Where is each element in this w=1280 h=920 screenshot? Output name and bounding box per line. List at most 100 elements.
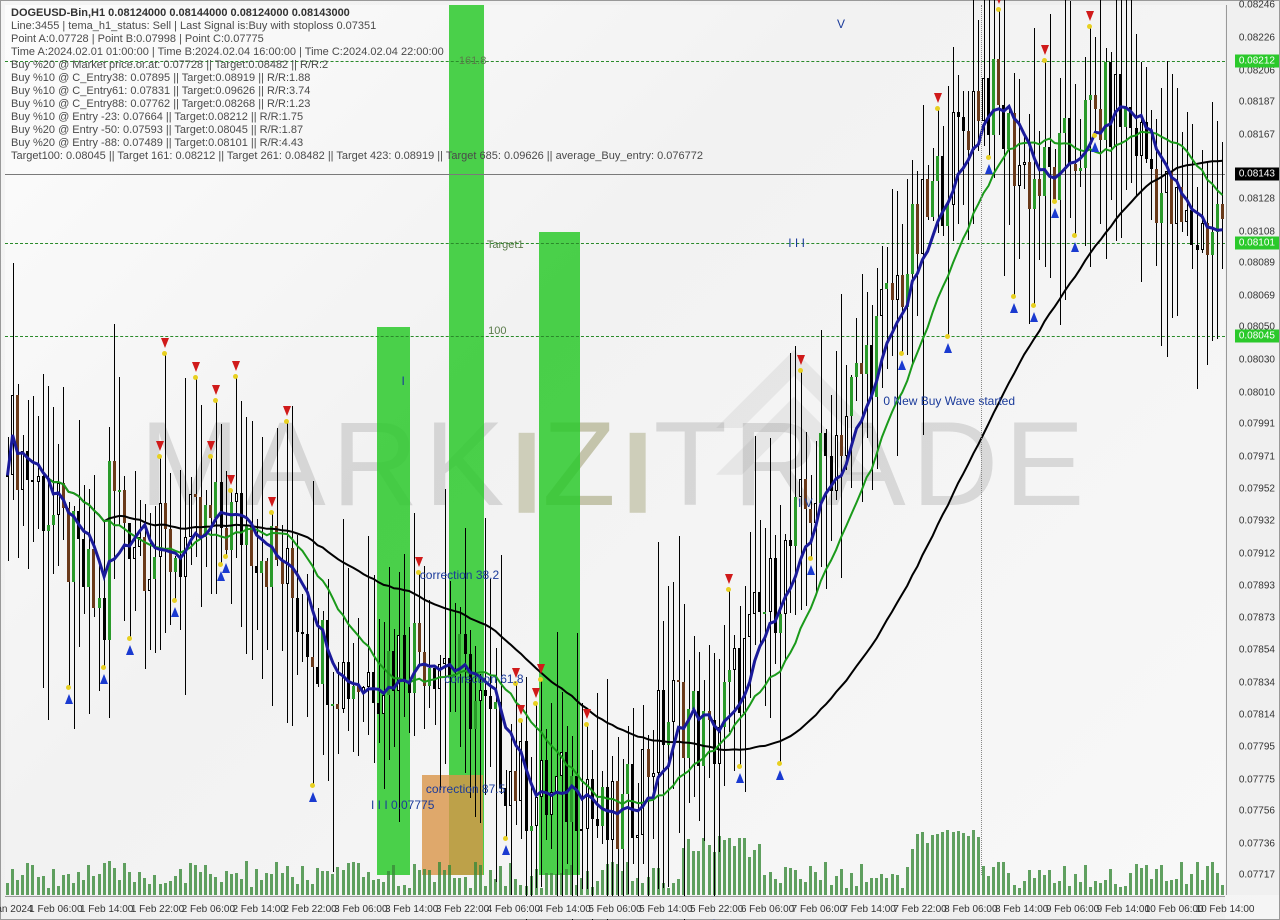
x-tick: 6 Feb 06:00 [741, 904, 794, 915]
horizontal-line [5, 336, 1225, 337]
arrow-up-icon [1030, 312, 1038, 322]
info-lines: Line:3455 | tema_h1_status: Sell | Last … [11, 20, 703, 163]
arrow-down-icon [415, 557, 423, 567]
y-tick: 0.07775 [1239, 774, 1275, 785]
x-tick: 9 Feb 14:00 [1097, 904, 1150, 915]
x-tick: 4 Feb 14:00 [537, 904, 590, 915]
arrow-down-icon [161, 338, 169, 348]
wave-label: I I I 0.07775 [371, 798, 434, 812]
y-tick: 0.07795 [1239, 741, 1275, 752]
x-tick: 5 Feb 14:00 [639, 904, 692, 915]
info-line: Line:3455 | tema_h1_status: Sell | Last … [11, 20, 703, 33]
y-tick: 0.08187 [1239, 97, 1275, 108]
wave-label: correction 87.5 [426, 782, 505, 796]
arrow-down-icon [1041, 45, 1049, 55]
fib-label: 100 [488, 325, 506, 337]
y-tick-highlight: 0.08101 [1235, 237, 1279, 250]
arrow-down-icon [212, 385, 220, 395]
x-tick: 9 Feb 06:00 [1046, 904, 1099, 915]
plot-area[interactable]: MARKZTRADE 161.8Target1100II I I 0.07775… [5, 5, 1225, 895]
wave-label: I [402, 374, 405, 388]
arrow-down-icon [192, 362, 200, 372]
y-tick-highlight: 0.08045 [1235, 329, 1279, 342]
y-tick: 0.07971 [1239, 452, 1275, 463]
y-tick: 0.08226 [1239, 32, 1275, 43]
y-tick: 0.07717 [1239, 870, 1275, 881]
arrow-up-icon [1010, 303, 1018, 313]
x-tick: 1 Feb 14:00 [80, 904, 133, 915]
info-line: Buy %10 @ C_Entry61: 0.07831 || Target:0… [11, 85, 703, 98]
time-cursor-line [981, 5, 982, 875]
symbol-line: DOGEUSD-Bin,H1 0.08124000 0.08144000 0.0… [11, 7, 703, 20]
y-tick: 0.08030 [1239, 355, 1275, 366]
wave-label: 0 New Buy Wave started [883, 394, 1015, 408]
x-tick: 3 Feb 06:00 [334, 904, 387, 915]
wave-label: V [837, 17, 845, 31]
horizontal-line [5, 174, 1225, 175]
arrow-down-icon [995, 0, 1003, 4]
y-tick: 0.08128 [1239, 194, 1275, 205]
arrow-up-icon [65, 694, 73, 704]
arrow-up-icon [736, 773, 744, 783]
x-tick: 7 Feb 22:00 [893, 904, 946, 915]
x-tick: 10 Feb 14:00 [1196, 904, 1255, 915]
y-tick: 0.08167 [1239, 129, 1275, 140]
info-line: Target100: 0.08045 || Target 161: 0.0821… [11, 150, 703, 163]
wm-bar-icon [518, 433, 534, 513]
x-tick: 31 Jan 2024 [0, 904, 33, 915]
arrow-up-icon [944, 343, 952, 353]
arrow-down-icon [207, 441, 215, 451]
arrow-up-icon [309, 792, 317, 802]
chart-container: MARKZTRADE 161.8Target1100II I I 0.07775… [0, 0, 1280, 920]
arrow-up-icon [776, 770, 784, 780]
time-axis[interactable]: 31 Jan 20241 Feb 06:001 Feb 14:001 Feb 2… [5, 896, 1225, 919]
x-tick: 4 Feb 06:00 [487, 904, 540, 915]
x-tick: 1 Feb 06:00 [29, 904, 82, 915]
arrow-down-icon [227, 475, 235, 485]
arrow-up-icon [1051, 208, 1059, 218]
x-tick: 2 Feb 22:00 [283, 904, 336, 915]
x-tick: 2 Feb 14:00 [232, 904, 285, 915]
arrow-down-icon [532, 688, 540, 698]
wave-label: I I I [788, 236, 805, 250]
info-line: Buy %10 @ Entry -23: 0.07664 || Target:0… [11, 111, 703, 124]
y-tick: 0.07932 [1239, 516, 1275, 527]
y-tick: 0.08010 [1239, 388, 1275, 399]
arrow-down-icon [797, 355, 805, 365]
x-tick: 8 Feb 14:00 [995, 904, 1048, 915]
arrow-down-icon [283, 406, 291, 416]
fib-label: Target1 [487, 239, 524, 251]
y-tick: 0.07854 [1239, 644, 1275, 655]
y-tick-highlight: 0.08143 [1235, 168, 1279, 181]
x-tick: 3 Feb 14:00 [385, 904, 438, 915]
arrow-up-icon [985, 164, 993, 174]
y-tick: 0.07893 [1239, 580, 1275, 591]
arrow-down-icon [537, 664, 545, 674]
arrow-down-icon [934, 93, 942, 103]
arrow-up-icon [807, 565, 815, 575]
x-tick: 7 Feb 14:00 [842, 904, 895, 915]
info-line: Point A:0.07728 | Point B:0.07998 | Poin… [11, 33, 703, 46]
y-tick: 0.07814 [1239, 710, 1275, 721]
arrow-down-icon [232, 361, 240, 371]
y-tick: 0.08246 [1239, 0, 1275, 11]
arrow-up-icon [1071, 242, 1079, 252]
arrow-up-icon [100, 674, 108, 684]
horizontal-line [5, 243, 1225, 244]
x-tick: 7 Feb 06:00 [792, 904, 845, 915]
y-tick: 0.07952 [1239, 483, 1275, 494]
wave-label: I V [798, 496, 813, 510]
info-line: Time A:2024.02.01 01:00:00 | Time B:2024… [11, 46, 703, 59]
y-tick-highlight: 0.08212 [1235, 54, 1279, 67]
x-tick: 2 Feb 06:00 [182, 904, 235, 915]
x-tick: 5 Feb 06:00 [588, 904, 641, 915]
info-line: Buy %20 @ Entry -50: 0.07593 || Target:0… [11, 124, 703, 137]
info-line: Buy %10 @ C_Entry88: 0.07762 || Target:0… [11, 98, 703, 111]
arrow-up-icon [1091, 142, 1099, 152]
arrow-down-icon [156, 441, 164, 451]
y-tick: 0.07756 [1239, 805, 1275, 816]
x-tick: 1 Feb 22:00 [131, 904, 184, 915]
info-block: DOGEUSD-Bin,H1 0.08124000 0.08144000 0.0… [11, 7, 703, 163]
price-axis[interactable]: 0.082460.082260.082120.082060.081870.081… [1226, 5, 1279, 895]
y-tick: 0.08108 [1239, 226, 1275, 237]
